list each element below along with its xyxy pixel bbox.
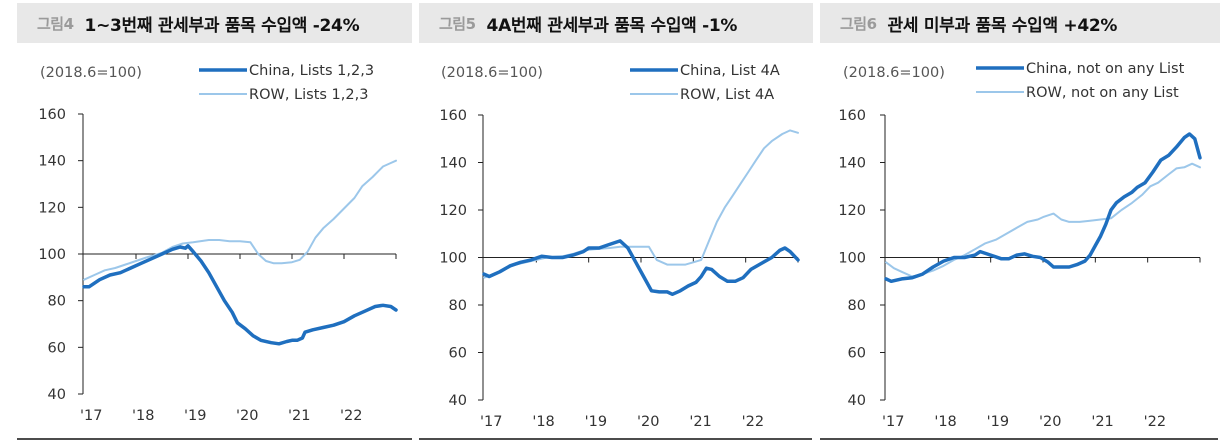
x-tick-label: '22 bbox=[1144, 414, 1166, 430]
x-tick-label: '17 bbox=[80, 408, 102, 424]
legend-label: ROW, List 4A bbox=[680, 87, 774, 103]
y-tick-label: 160 bbox=[439, 108, 467, 124]
unit-label: (2018.6=100) bbox=[40, 65, 142, 81]
y-tick-label: 140 bbox=[38, 154, 66, 170]
legend-label: ROW, not on any List bbox=[1026, 85, 1179, 101]
y-tick-label: 80 bbox=[848, 298, 866, 314]
x-tick-label: '18 bbox=[132, 408, 154, 424]
x-tick-label: '20 bbox=[236, 408, 258, 424]
y-tick-label: 120 bbox=[38, 200, 66, 216]
x-tick-label: '22 bbox=[742, 414, 764, 430]
legend-label: China, not on any List bbox=[1026, 61, 1185, 77]
y-tick-label: 140 bbox=[439, 156, 467, 172]
figure-panel-4: 그림4 1~3번째 관세부과 품목 수입액 -24% (2018.6=100) 4… bbox=[0, 0, 414, 442]
y-tick-label: 40 bbox=[848, 393, 866, 409]
y-tick-label: 120 bbox=[439, 203, 467, 219]
x-tick-label: '18 bbox=[934, 414, 956, 430]
figure-title: 1~3번째 관세부과 품목 수입액 -24% bbox=[84, 15, 360, 36]
x-tick-label: '17 bbox=[480, 414, 502, 430]
figure-number: 그림4 bbox=[37, 14, 74, 33]
series-line bbox=[884, 132, 1202, 284]
legend-label: China, Lists 1,2,3 bbox=[249, 63, 374, 79]
line-chart: (2018.6=100) 40 60 80 100 120 140 160 '17 '18 '19 '… bbox=[17, 63, 412, 440]
series-line bbox=[83, 159, 397, 281]
legend-label: China, List 4A bbox=[680, 63, 780, 79]
y-tick-label: 100 bbox=[838, 251, 866, 267]
y-tick-label: 80 bbox=[449, 298, 467, 314]
y-tick-label: 40 bbox=[449, 393, 467, 409]
series-line bbox=[483, 129, 799, 279]
x-tick-label: '19 bbox=[184, 408, 206, 424]
figure-header: 그림5 4A번째 관세부과 품목 수입액 -1% bbox=[419, 3, 813, 43]
x-tick-label: '21 bbox=[1091, 414, 1113, 430]
y-tick-label: 60 bbox=[848, 346, 866, 362]
y-tick-label: 40 bbox=[48, 387, 66, 403]
x-tick-label: '19 bbox=[585, 414, 607, 430]
y-tick-label: 100 bbox=[439, 251, 467, 267]
x-tick-label: '22 bbox=[340, 408, 362, 424]
x-tick-label: '21 bbox=[288, 408, 310, 424]
unit-label: (2018.6=100) bbox=[441, 65, 543, 81]
y-tick-label: 60 bbox=[48, 340, 66, 356]
x-tick-label: '20 bbox=[637, 414, 659, 430]
series-line bbox=[82, 244, 398, 346]
y-tick-label: 100 bbox=[38, 247, 66, 263]
legend-label: ROW, Lists 1,2,3 bbox=[249, 87, 368, 103]
y-tick-label: 80 bbox=[48, 294, 66, 310]
x-tick-label: '19 bbox=[987, 414, 1009, 430]
figure-header: 그림6 관세 미부과 품목 수입액 +42% bbox=[820, 3, 1220, 43]
figure-title: 4A번째 관세부과 품목 수입액 -1% bbox=[486, 15, 738, 36]
series-line bbox=[482, 239, 800, 297]
line-chart: (2018.6=100) 40 60 80 100 120 140 160 '17 '18 '19 '… bbox=[419, 63, 812, 440]
figure-panel-5: 그림5 4A번째 관세부과 품목 수입액 -1% (2018.6=100) 40 6… bbox=[419, 3, 813, 440]
x-tick-label: '17 bbox=[882, 414, 904, 430]
y-tick-label: 120 bbox=[838, 203, 866, 219]
x-tick-label: '21 bbox=[689, 414, 711, 430]
figure-number: 그림5 bbox=[439, 14, 476, 33]
series-line bbox=[885, 162, 1201, 278]
y-tick-label: 160 bbox=[38, 107, 66, 123]
y-tick-label: 60 bbox=[449, 346, 467, 362]
unit-label: (2018.6=100) bbox=[843, 65, 945, 81]
figure-title: 관세 미부과 품목 수입액 +42% bbox=[887, 15, 1118, 36]
x-tick-label: '20 bbox=[1039, 414, 1061, 430]
y-tick-label: 140 bbox=[838, 156, 866, 172]
figure-header: 그림4 1~3번째 관세부과 품목 수입액 -24% bbox=[17, 3, 412, 43]
y-tick-label: 160 bbox=[838, 108, 866, 124]
figure-number: 그림6 bbox=[840, 14, 877, 33]
x-tick-label: '18 bbox=[532, 414, 554, 430]
